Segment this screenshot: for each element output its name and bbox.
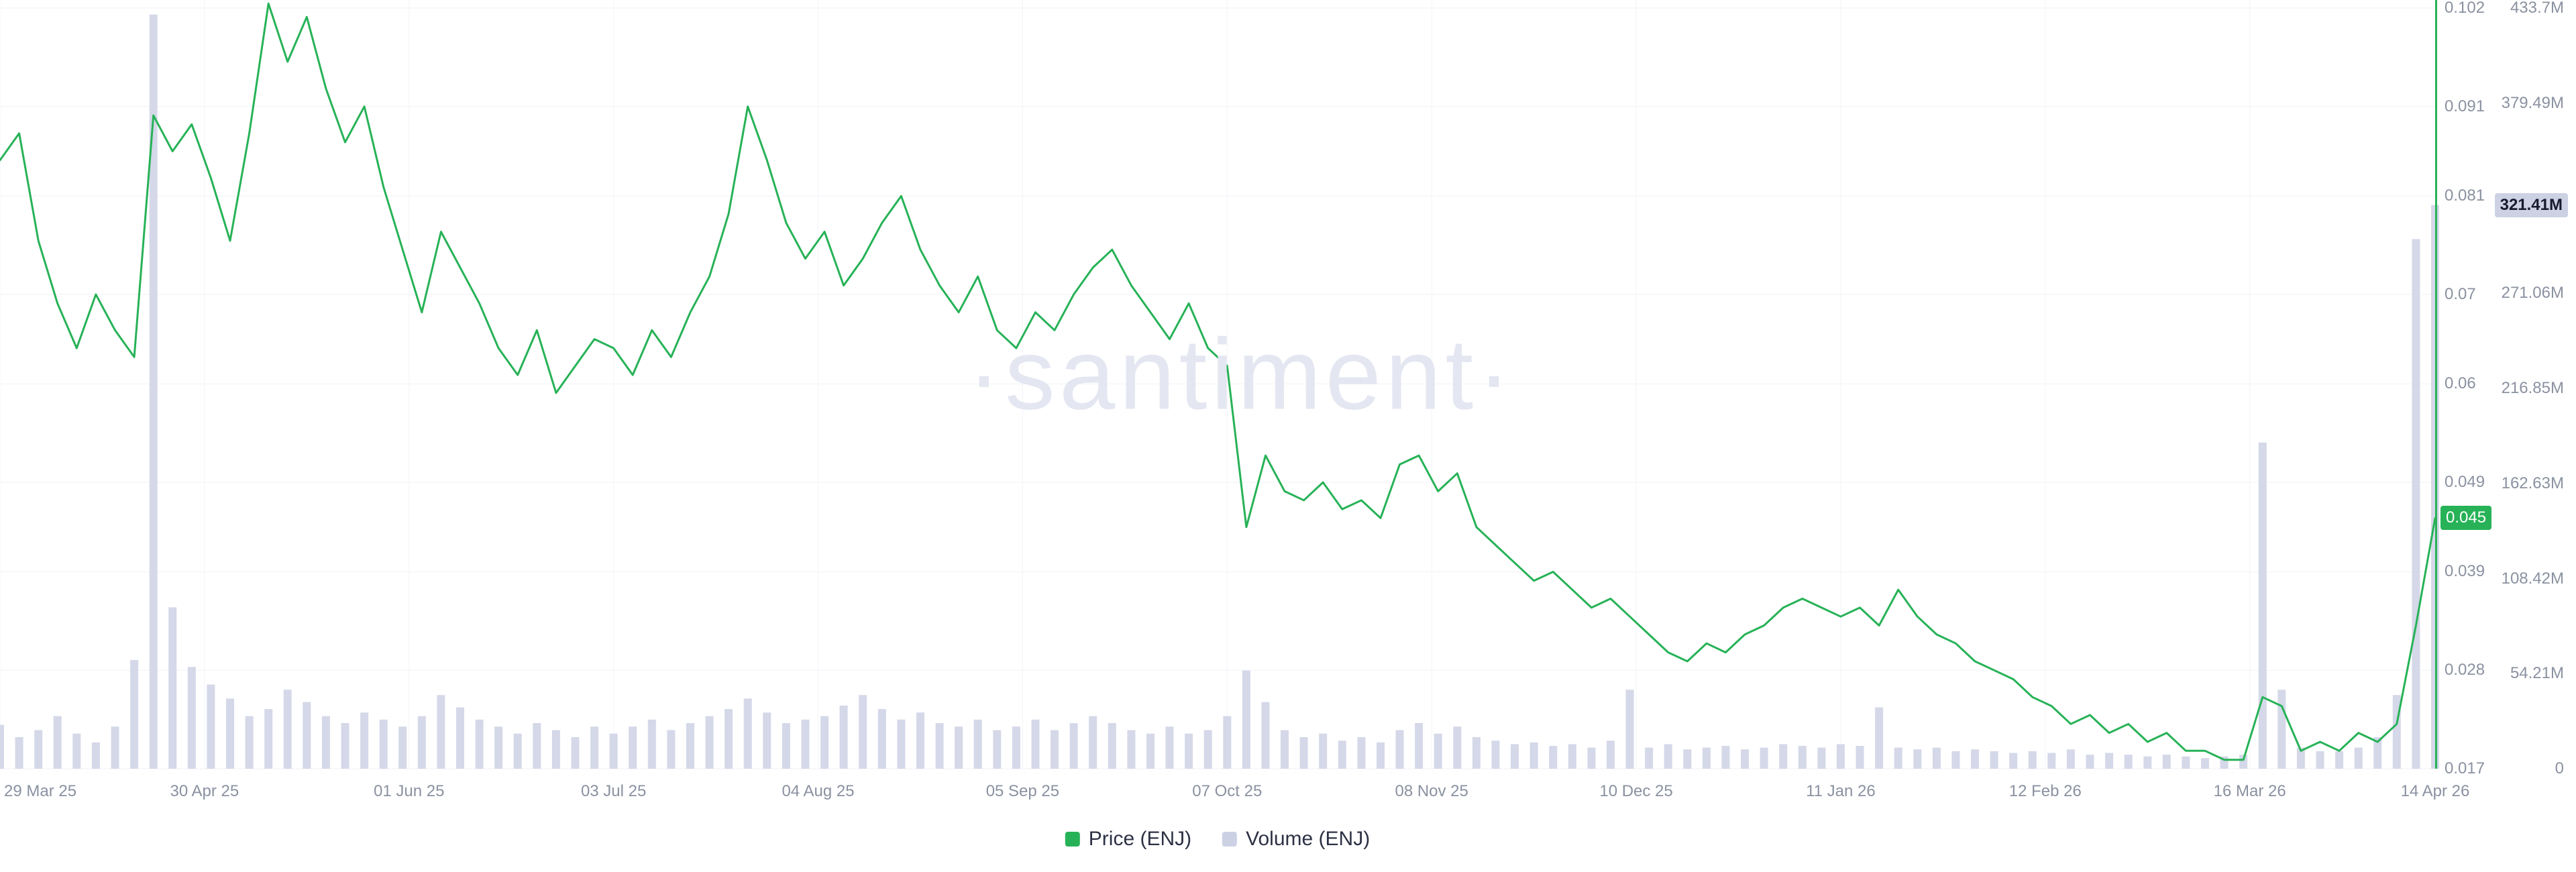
chart-plot-area[interactable] xyxy=(0,0,2442,773)
x-tick-label: 11 Jan 26 xyxy=(1806,782,1876,800)
chart-legend: Price (ENJ) Volume (ENJ) xyxy=(1065,828,1370,851)
volume-tick-label: 271.06M xyxy=(2501,284,2564,303)
volume-tick-label: 433.7M xyxy=(2510,0,2564,17)
x-tick-label: 08 Nov 25 xyxy=(1395,782,1468,800)
x-tick-label: 30 Apr 25 xyxy=(170,782,239,800)
x-tick-label: 05 Sep 25 xyxy=(985,782,1060,800)
price-tick-label: 0.081 xyxy=(2445,186,2485,205)
x-tick-label: 12 Feb 26 xyxy=(2008,782,2082,800)
x-tick-label: 16 Mar 26 xyxy=(2213,782,2286,800)
price-tick-label: 0.06 xyxy=(2445,374,2476,393)
volume-tick-label: 0 xyxy=(2555,759,2564,777)
x-tick-label: 10 Dec 25 xyxy=(1599,782,1673,800)
x-tick-label: 04 Aug 25 xyxy=(782,782,855,800)
volume-tick-label: 162.63M xyxy=(2501,474,2564,492)
price-tick-label: 0.102 xyxy=(2445,0,2485,17)
legend-item-label: Volume (ENJ) xyxy=(1246,828,1371,850)
volume-tick-label: 54.21M xyxy=(2510,664,2564,683)
current-price-badge: 0.045 xyxy=(2440,506,2492,531)
volume-enj-legend-swatch xyxy=(1222,832,1238,847)
price-tick-label: 0.039 xyxy=(2445,562,2485,581)
legend-item-label: Price (ENJ) xyxy=(1088,828,1192,850)
price-tick-label: 0.017 xyxy=(2445,759,2485,777)
volume-tick-label: 216.85M xyxy=(2501,379,2564,397)
x-tick-label: 03 Jul 25 xyxy=(580,782,647,800)
legend-item-price-enj[interactable]: Price (ENJ) xyxy=(1065,828,1191,851)
volume-tick-label: 379.49M xyxy=(2501,93,2564,112)
price-tick-label: 0.028 xyxy=(2445,661,2485,679)
x-tick-label: 29 Mar 25 xyxy=(4,782,77,800)
price-tick-label: 0.091 xyxy=(2445,97,2485,115)
price-enj-legend-swatch xyxy=(1065,832,1080,847)
legend-item-volume-enj[interactable]: Volume (ENJ) xyxy=(1222,828,1370,851)
x-tick-label: 14 Apr 26 xyxy=(2400,782,2470,800)
santiment-watermark: ·santiment· xyxy=(967,317,1515,431)
price-tick-label: 0.07 xyxy=(2445,284,2476,303)
x-tick-label: 01 Jun 25 xyxy=(374,782,445,800)
price-tick-label: 0.049 xyxy=(2445,473,2485,492)
current-volume-badge: 321.41M xyxy=(2494,193,2568,217)
x-tick-label: 07 Oct 25 xyxy=(1192,782,1263,800)
volume-tick-label: 108.42M xyxy=(2501,569,2564,588)
